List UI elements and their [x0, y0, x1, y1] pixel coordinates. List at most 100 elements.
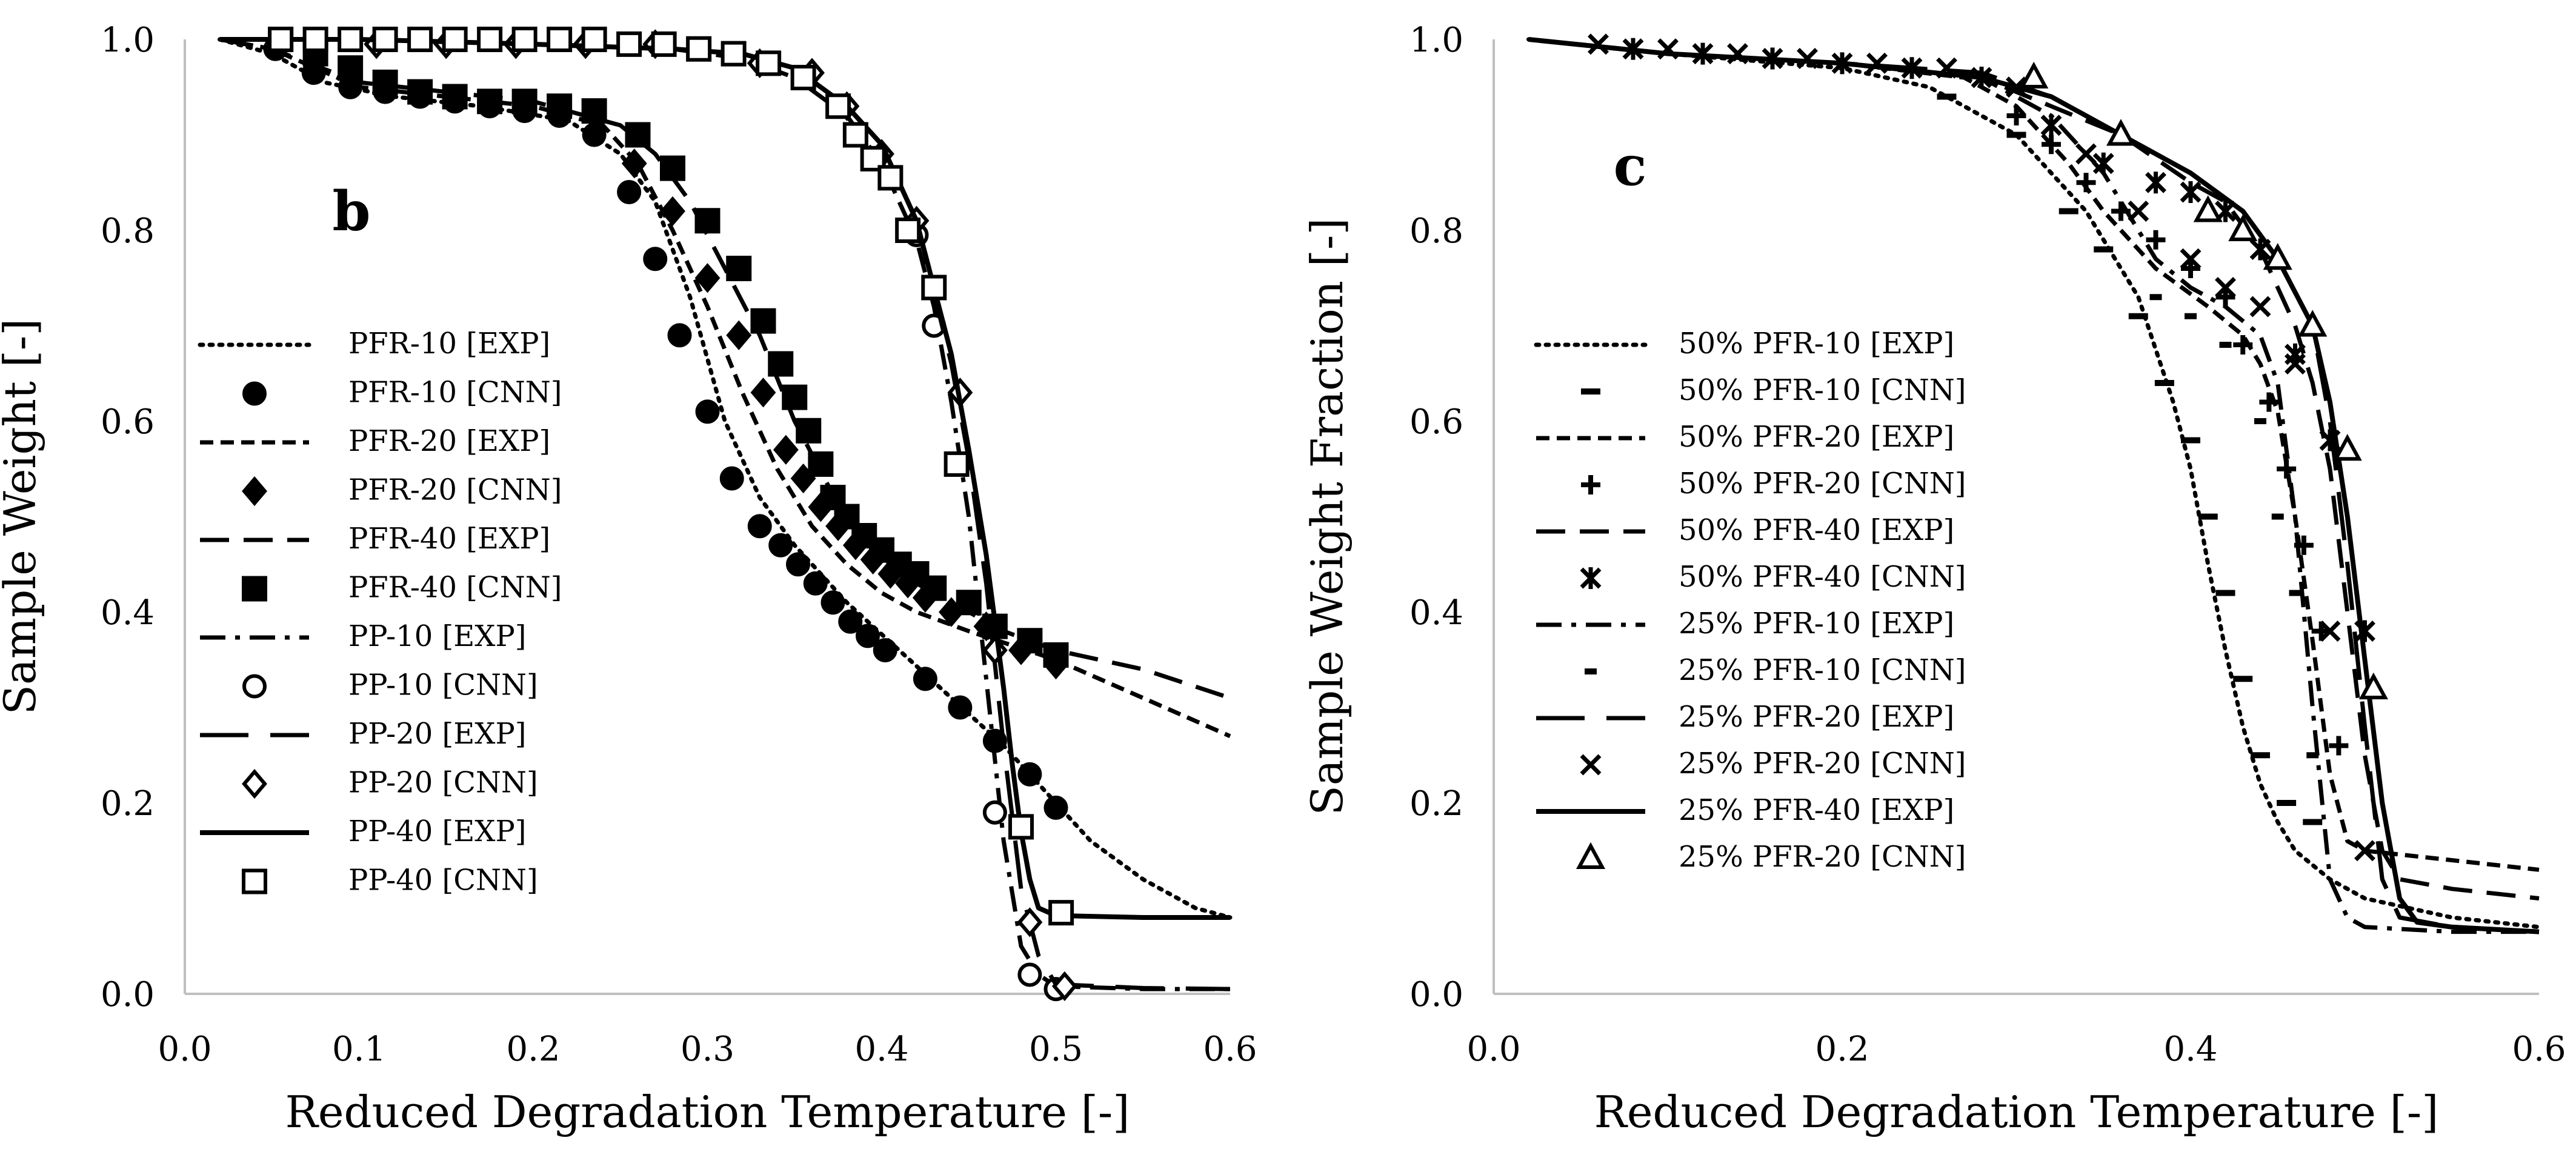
data-point — [860, 145, 886, 171]
legend-label: 50% PFR-10 [EXP] — [1679, 327, 1954, 361]
data-point — [982, 800, 1007, 825]
data-point — [2076, 173, 2096, 193]
data-point — [921, 275, 947, 301]
legend-label: PP-20 [EXP] — [348, 717, 526, 751]
data-point — [442, 27, 468, 52]
data-point — [2146, 230, 2166, 250]
legend-marker-swatch — [242, 576, 267, 602]
data-point — [582, 122, 607, 147]
legend-item: PFR-40 [CNN] — [242, 571, 562, 605]
legend-marker-swatch — [1580, 567, 1602, 589]
legend-label: 25% PFR-20 [EXP] — [1679, 700, 1954, 734]
series-25-pfr-20-cnn — [2019, 61, 2388, 699]
series-25-pfr-10-exp — [1528, 37, 2539, 934]
data-point — [616, 31, 642, 57]
legend-label: 25% PFR-40 [EXP] — [1679, 793, 1954, 827]
data-point — [2058, 208, 2078, 215]
data-point — [820, 590, 845, 615]
legend-marker-swatch — [242, 768, 267, 799]
data-point — [768, 533, 793, 558]
data-point — [2285, 353, 2306, 375]
x-axis-title: Reduced Degradation Temperature [-] — [285, 1087, 1130, 1137]
data-point — [904, 561, 930, 587]
x-axis-title: Reduced Degradation Temperature [-] — [1594, 1087, 2439, 1137]
data-point — [944, 451, 970, 477]
data-point — [1043, 642, 1069, 668]
legend-item: PFR-20 [CNN] — [242, 473, 562, 507]
data-point — [2094, 246, 2114, 253]
x-tick-label: 0.4 — [2163, 1030, 2217, 1069]
data-point — [726, 256, 752, 281]
legend-item: PP-40 [CNN] — [242, 864, 538, 897]
data-point — [1048, 900, 1074, 926]
data-point — [338, 27, 364, 52]
data-point — [2303, 819, 2323, 825]
data-point — [913, 667, 937, 691]
data-point — [877, 165, 904, 191]
legend-item: 25% PFR-20 [EXP] — [1536, 700, 1954, 734]
data-point — [1043, 795, 1068, 820]
data-point — [660, 196, 685, 227]
series-50-pfr-20-cnn — [2006, 106, 2349, 756]
data-point — [2106, 119, 2136, 146]
data-point — [477, 88, 503, 115]
data-point — [2180, 248, 2202, 270]
data-point — [2154, 380, 2174, 386]
legend-label: 50% PFR-40 [EXP] — [1679, 513, 1954, 547]
data-point — [2006, 132, 2026, 138]
legend-label: 25% PFR-20 [CNN] — [1679, 747, 1966, 781]
data-point — [2219, 342, 2232, 348]
legend-label: 50% PFR-20 [CNN] — [1679, 467, 1966, 501]
x-tick-label: 0.2 — [1815, 1030, 1869, 1069]
legend-label: PP-40 [CNN] — [348, 864, 538, 897]
legend-item: 50% PFR-10 [CNN] — [1581, 373, 1966, 407]
data-point — [2277, 459, 2297, 479]
legend-item: PFR-40 [EXP] — [200, 522, 550, 556]
data-point — [2233, 335, 2253, 355]
data-point — [2006, 106, 2026, 125]
data-point — [895, 218, 921, 243]
x-tick-label: 0.6 — [2512, 1030, 2566, 1069]
data-point — [372, 69, 398, 95]
legend-marker-swatch — [242, 381, 267, 406]
data-point — [2319, 621, 2341, 642]
data-point — [547, 93, 573, 119]
data-point — [686, 36, 712, 62]
y-tick-label: 0.4 — [1409, 593, 1463, 633]
series-pfr-20-cnn — [621, 148, 1069, 680]
legend-label: 25% PFR-20 [CNN] — [1679, 840, 1966, 874]
legend-marker-swatch — [1581, 388, 1600, 395]
data-point — [803, 571, 828, 596]
data-point — [581, 27, 607, 52]
data-point — [1017, 762, 1042, 787]
legend-label: 25% PFR-10 [CNN] — [1679, 653, 1966, 687]
data-point — [790, 65, 816, 90]
data-point — [2233, 676, 2253, 682]
legend-item: 50% PFR-40 [EXP] — [1536, 513, 1954, 547]
data-point — [2042, 135, 2061, 155]
legend-label: PFR-10 [EXP] — [348, 327, 550, 361]
x-tick-label: 0.6 — [1203, 1030, 1257, 1069]
legend-label: PP-10 [EXP] — [348, 619, 526, 653]
y-tick-label: 1.0 — [1409, 21, 1463, 60]
panel-c-chart: 0.0 0.2 0.4 0.6 0.0 0.2 0.4 0.6 0.8 1.0 Reduced De… — [1302, 21, 2566, 1137]
data-point — [1008, 814, 1034, 840]
data-point — [1017, 628, 1043, 654]
data-point — [2277, 800, 2297, 806]
y-tick-label: 1.0 — [101, 21, 155, 60]
y-axis-title: Sample Weight Fraction [-] — [1302, 218, 1353, 816]
data-point — [477, 27, 503, 52]
legend-label: PP-40 [EXP] — [348, 814, 526, 848]
data-point — [786, 552, 810, 577]
data-point — [372, 27, 398, 52]
data-point — [842, 122, 868, 148]
legend-label: PP-20 [CNN] — [348, 766, 538, 800]
y-tick-label: 0.8 — [1409, 211, 1463, 251]
legend-item: PFR-10 [EXP] — [198, 327, 550, 361]
data-point — [2271, 513, 2284, 520]
legend-item: 50% PFR-40 [CNN] — [1580, 560, 1966, 594]
legend-label: 25% PFR-10 [EXP] — [1679, 607, 1954, 641]
data-point — [1797, 48, 1818, 69]
data-point — [407, 27, 433, 52]
data-point — [2128, 313, 2148, 319]
